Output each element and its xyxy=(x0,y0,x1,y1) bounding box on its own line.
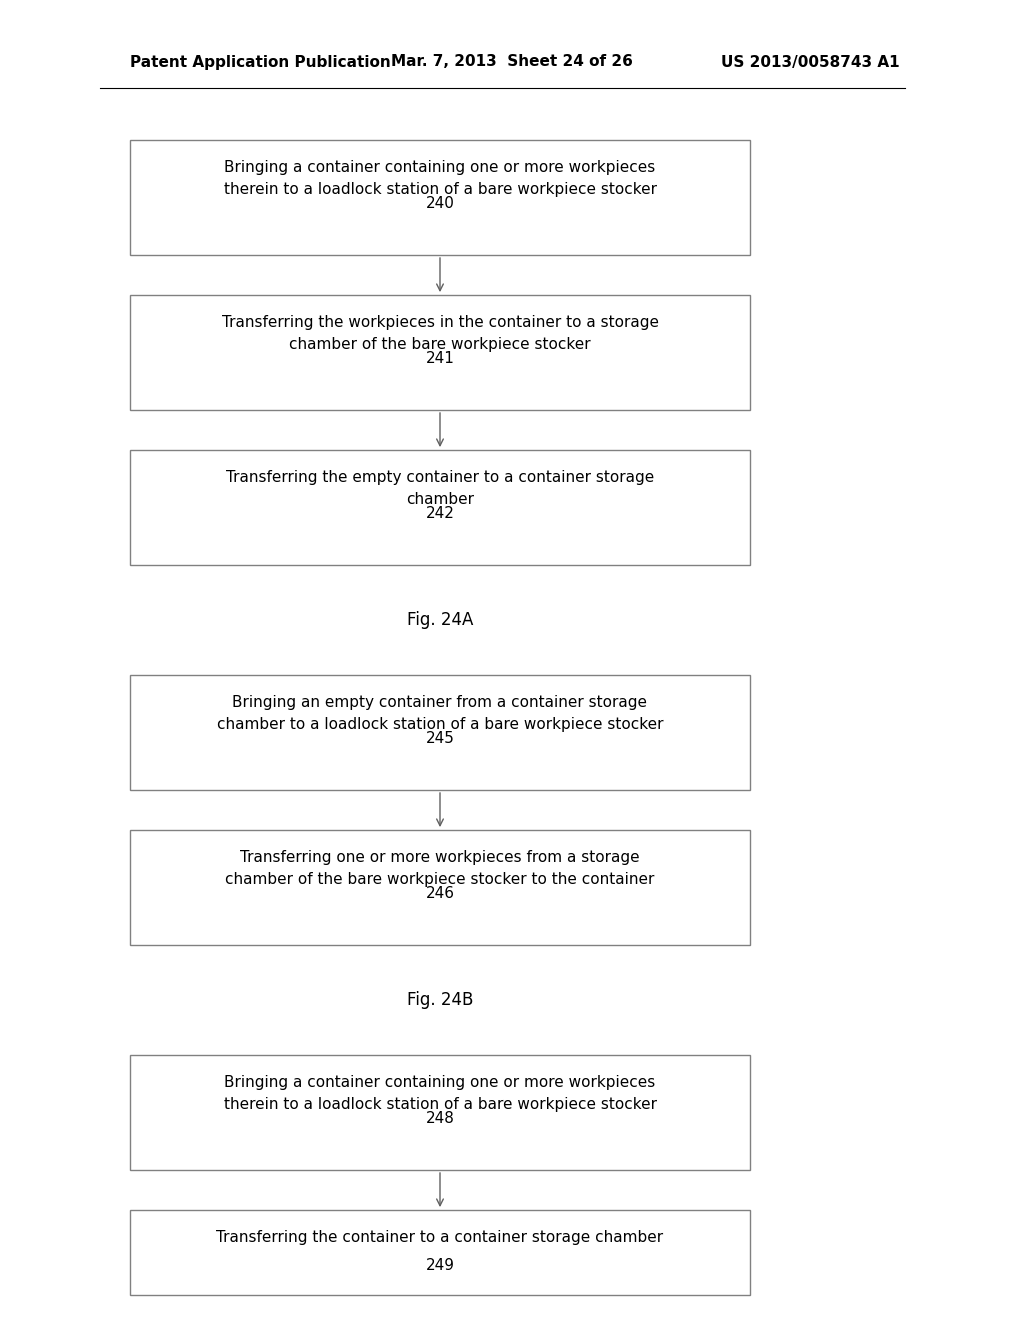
Bar xyxy=(130,450,750,565)
Text: Transferring one or more workpieces from a storage: Transferring one or more workpieces from… xyxy=(241,850,640,865)
Text: chamber of the bare workpiece stocker to the container: chamber of the bare workpiece stocker to… xyxy=(225,873,654,887)
Text: US 2013/0058743 A1: US 2013/0058743 A1 xyxy=(721,54,900,70)
Text: 240: 240 xyxy=(426,195,455,211)
Bar xyxy=(130,675,750,789)
Text: Transferring the empty container to a container storage: Transferring the empty container to a co… xyxy=(226,470,654,484)
Text: chamber: chamber xyxy=(406,492,474,507)
Text: 242: 242 xyxy=(426,506,455,521)
Text: Patent Application Publication: Patent Application Publication xyxy=(130,54,391,70)
Text: Mar. 7, 2013  Sheet 24 of 26: Mar. 7, 2013 Sheet 24 of 26 xyxy=(391,54,633,70)
Bar xyxy=(130,1210,750,1295)
Text: Bringing an empty container from a container storage: Bringing an empty container from a conta… xyxy=(232,696,647,710)
Text: Transferring the workpieces in the container to a storage: Transferring the workpieces in the conta… xyxy=(221,315,658,330)
Text: Bringing a container containing one or more workpieces: Bringing a container containing one or m… xyxy=(224,1074,655,1090)
Text: therein to a loadlock station of a bare workpiece stocker: therein to a loadlock station of a bare … xyxy=(223,182,656,197)
Text: 241: 241 xyxy=(426,351,455,366)
Text: 249: 249 xyxy=(426,1258,455,1272)
Text: chamber to a loadlock station of a bare workpiece stocker: chamber to a loadlock station of a bare … xyxy=(217,717,664,733)
Text: chamber of the bare workpiece stocker: chamber of the bare workpiece stocker xyxy=(289,337,591,352)
Bar xyxy=(130,294,750,411)
Text: Bringing a container containing one or more workpieces: Bringing a container containing one or m… xyxy=(224,160,655,176)
Bar xyxy=(130,830,750,945)
Text: 248: 248 xyxy=(426,1111,455,1126)
Text: 245: 245 xyxy=(426,731,455,746)
Text: Fig. 24B: Fig. 24B xyxy=(407,991,473,1008)
Text: Transferring the container to a container storage chamber: Transferring the container to a containe… xyxy=(216,1230,664,1245)
Text: therein to a loadlock station of a bare workpiece stocker: therein to a loadlock station of a bare … xyxy=(223,1097,656,1111)
Text: 246: 246 xyxy=(426,886,455,902)
Text: Fig. 24A: Fig. 24A xyxy=(407,611,473,630)
Bar xyxy=(130,1055,750,1170)
Bar xyxy=(130,140,750,255)
